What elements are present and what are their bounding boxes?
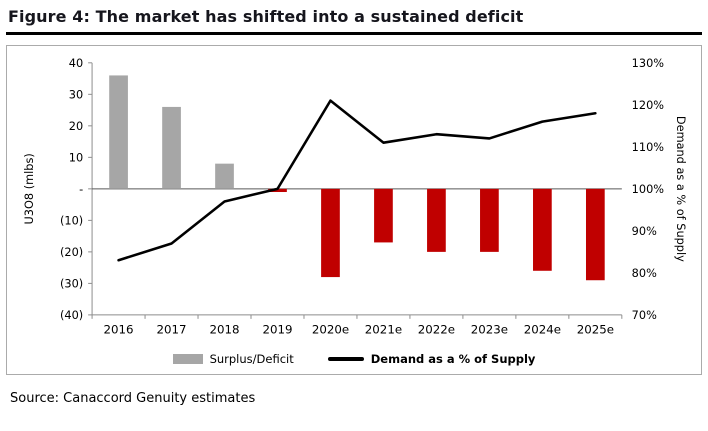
svg-text:2019: 2019 xyxy=(262,323,292,337)
bar-2021e xyxy=(374,188,393,243)
demand-line-swatch-icon xyxy=(327,357,364,361)
svg-text:-: - xyxy=(79,182,83,196)
svg-text:2025e: 2025e xyxy=(577,323,614,337)
left-axis-title: U3O8 (mlbs) xyxy=(22,153,36,224)
svg-text:80%: 80% xyxy=(632,266,657,280)
chart-area: 40 30 20 10 - (10) (20) (30) (40) 130% 120% 110% 100… xyxy=(6,45,702,375)
combo-chart-plot: 40 30 20 10 - (10) (20) (30) (40) 130% 120% 110% 100… xyxy=(22,56,688,337)
surplus-deficit-swatch-icon xyxy=(172,354,203,365)
bar-2025e xyxy=(585,188,605,281)
svg-text:2022e: 2022e xyxy=(418,323,455,337)
svg-text:2020e: 2020e xyxy=(312,323,349,337)
svg-text:20: 20 xyxy=(69,119,83,133)
legend: Surplus/Deficit Demand as a % of Supply xyxy=(9,346,699,372)
svg-text:2024e: 2024e xyxy=(524,323,561,337)
figure-title: Figure 4: The market has shifted into a … xyxy=(8,7,524,26)
svg-text:2018: 2018 xyxy=(209,323,239,337)
svg-text:30: 30 xyxy=(69,87,83,101)
svg-text:110%: 110% xyxy=(632,140,665,154)
bar-2024e xyxy=(533,188,552,271)
svg-text:(30): (30) xyxy=(60,276,83,290)
bar-2022e xyxy=(427,188,446,252)
svg-text:(40): (40) xyxy=(60,308,83,322)
svg-text:2023e: 2023e xyxy=(471,323,508,337)
svg-text:2016: 2016 xyxy=(104,323,134,337)
bar-2016 xyxy=(109,75,128,189)
svg-text:40: 40 xyxy=(69,56,83,70)
legend-item-demand-supply: Demand as a % of Supply xyxy=(327,352,536,367)
legend-item-surplus-deficit: Surplus/Deficit xyxy=(172,352,294,367)
svg-text:2017: 2017 xyxy=(157,323,187,337)
bar-2018 xyxy=(215,163,234,189)
svg-text:(20): (20) xyxy=(60,245,83,259)
svg-text:2021e: 2021e xyxy=(365,323,402,337)
svg-text:(10): (10) xyxy=(60,213,83,227)
bar-2019 xyxy=(268,188,287,193)
svg-text:130%: 130% xyxy=(632,56,665,70)
demand-supply-line xyxy=(117,99,597,262)
svg-text:90%: 90% xyxy=(632,224,657,238)
bar-2017 xyxy=(162,106,181,189)
bar-2020e xyxy=(321,188,340,278)
svg-text:10: 10 xyxy=(69,150,83,164)
legend-label-demand-supply: Demand as a % of Supply xyxy=(370,352,536,367)
svg-text:100%: 100% xyxy=(632,182,665,196)
bar-2023e xyxy=(480,188,499,252)
title-underline-rule xyxy=(6,32,702,35)
svg-text:70%: 70% xyxy=(632,308,657,322)
source-note: Source: Canaccord Genuity estimates xyxy=(10,391,256,406)
legend-label-surplus-deficit: Surplus/Deficit xyxy=(209,352,294,367)
svg-text:120%: 120% xyxy=(632,98,665,112)
right-axis-title: Demand as a % of Supply xyxy=(674,116,688,262)
